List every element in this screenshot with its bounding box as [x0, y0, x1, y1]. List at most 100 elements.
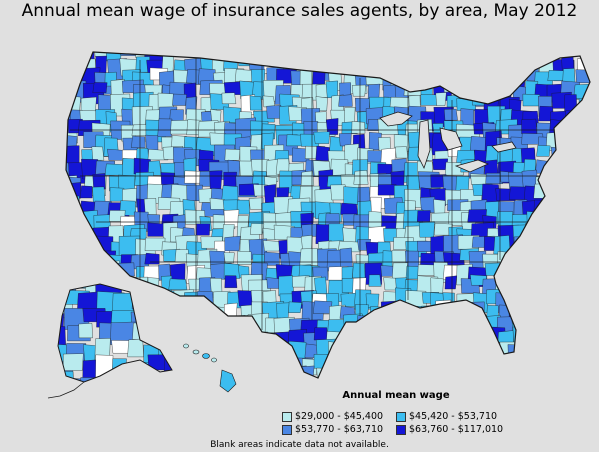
legend-label-2: $45,420 - $53,710: [409, 411, 498, 422]
county-area: [185, 52, 209, 56]
county-area: [63, 377, 84, 382]
county-area: [356, 315, 376, 333]
county-area: [486, 370, 507, 378]
legend-item-3: $53,770 - $63,710: [282, 424, 383, 435]
county-area: [588, 249, 590, 264]
county-area: [266, 105, 282, 119]
county-area: [561, 262, 578, 277]
county-area: [588, 306, 590, 324]
county-area: [253, 367, 273, 378]
county-area: [382, 56, 406, 73]
county-area: [327, 52, 346, 61]
county-area: [588, 366, 590, 378]
county-area: [237, 355, 250, 372]
county-area: [185, 383, 196, 396]
county-area: [417, 69, 434, 83]
county-area: [187, 305, 203, 321]
county-area: [521, 118, 538, 135]
county-area: [575, 292, 590, 308]
county-area: [94, 264, 108, 288]
county-area: [573, 302, 590, 325]
county-area: [549, 173, 562, 195]
county-area: [578, 239, 590, 259]
county-area: [561, 367, 579, 378]
county-area: [417, 210, 431, 222]
county-area: [249, 223, 265, 235]
county-area: [369, 317, 390, 338]
county-area: [223, 315, 246, 334]
county-area: [431, 353, 445, 366]
county-area: [459, 55, 482, 69]
county-area: [209, 197, 225, 210]
county-area: [559, 238, 580, 260]
county-area: [213, 338, 234, 362]
county-area: [430, 367, 453, 378]
county-area: [484, 262, 504, 276]
county-area: [442, 80, 463, 93]
county-area: [403, 379, 427, 391]
county-area: [446, 65, 460, 87]
county-area: [550, 279, 571, 303]
county-area: [369, 306, 393, 328]
county-area: [63, 353, 84, 371]
county-area: [392, 52, 407, 61]
county-area: [266, 277, 281, 289]
county-area: [460, 80, 479, 93]
county-area: [99, 375, 116, 382]
county-area: [92, 82, 108, 93]
county-area: [356, 327, 377, 345]
county-area: [444, 108, 458, 121]
county-area: [53, 261, 64, 277]
county-area: [446, 52, 468, 54]
county-area: [277, 52, 298, 63]
county-area: [159, 52, 183, 57]
county-area: [366, 369, 378, 378]
county-area: [210, 109, 222, 123]
county-area: [444, 275, 457, 290]
county-area: [457, 306, 472, 326]
county-area: [353, 353, 367, 375]
county-area: [564, 250, 578, 273]
county-area: [80, 96, 97, 112]
county-area: [367, 52, 385, 58]
county-area: [184, 318, 206, 332]
county-area: [548, 265, 571, 286]
county-area: [277, 357, 298, 373]
county-area: [548, 331, 571, 344]
county-area: [468, 343, 483, 357]
county-area: [262, 95, 276, 108]
county-area: [536, 145, 551, 157]
county-area: [366, 357, 390, 371]
county-area: [577, 211, 590, 232]
county-area: [564, 149, 581, 167]
county-area: [565, 293, 582, 311]
county-area: [249, 95, 263, 111]
county-area: [533, 365, 554, 378]
county-area: [120, 368, 133, 378]
county-area: [149, 302, 167, 316]
county-area: [576, 228, 590, 247]
county-area: [575, 69, 590, 83]
county-area: [337, 58, 358, 75]
county-area: [585, 108, 590, 128]
county-area: [91, 146, 105, 161]
county-area: [161, 301, 183, 316]
county-area: [560, 161, 586, 184]
county-area: [512, 224, 535, 246]
county-area: [66, 224, 76, 241]
county-area: [533, 223, 548, 236]
county-area: [574, 345, 587, 365]
county-area: [550, 357, 567, 369]
county-area: [92, 173, 106, 190]
county-area: [519, 371, 535, 378]
county-area: [187, 329, 209, 349]
county-area: [223, 252, 235, 264]
county-area: [158, 307, 172, 332]
legend-swatch-4: [396, 424, 406, 435]
county-area: [552, 227, 571, 249]
county-area: [574, 354, 590, 376]
county-area: [559, 329, 574, 353]
county-area: [277, 370, 299, 378]
county-area: [143, 311, 170, 338]
county-area: [253, 331, 268, 348]
